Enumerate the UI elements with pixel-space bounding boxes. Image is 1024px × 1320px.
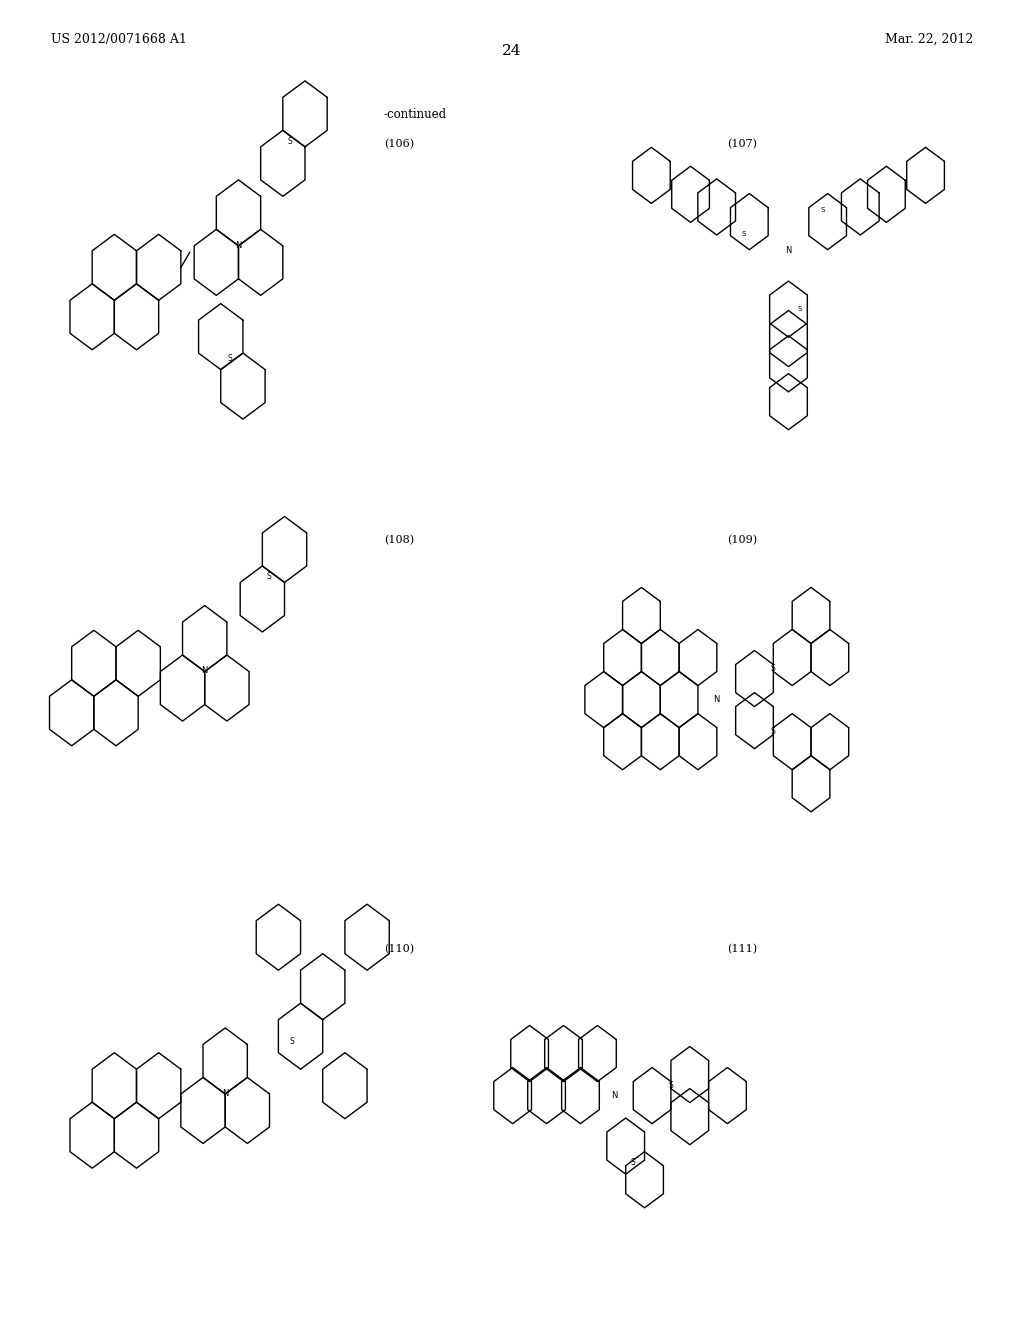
Text: (109): (109) (727, 535, 757, 545)
Text: S: S (631, 1159, 636, 1167)
Text: (107): (107) (727, 139, 757, 149)
Text: N: N (714, 696, 720, 704)
Text: (106): (106) (384, 139, 414, 149)
Text: S: S (797, 306, 802, 312)
Text: S: S (669, 1081, 674, 1089)
Text: (108): (108) (384, 535, 414, 545)
Text: S: S (771, 664, 776, 673)
Text: N: N (202, 667, 208, 676)
Text: -continued: -continued (384, 108, 447, 121)
Text: S: S (290, 1036, 294, 1045)
Text: N: N (611, 1092, 617, 1100)
Text: S: S (820, 206, 824, 213)
Text: US 2012/0071668 A1: US 2012/0071668 A1 (51, 33, 187, 46)
Text: S: S (266, 572, 271, 581)
Text: S: S (287, 136, 292, 145)
Text: S: S (741, 231, 746, 236)
Text: (110): (110) (384, 944, 414, 954)
Text: S: S (771, 726, 776, 735)
Text: N: N (236, 240, 242, 249)
Text: N: N (222, 1089, 228, 1098)
Text: 24: 24 (502, 44, 522, 58)
Text: S: S (227, 354, 232, 363)
Text: (111): (111) (727, 944, 757, 954)
Text: Mar. 22, 2012: Mar. 22, 2012 (885, 33, 973, 46)
Text: N: N (785, 247, 792, 255)
